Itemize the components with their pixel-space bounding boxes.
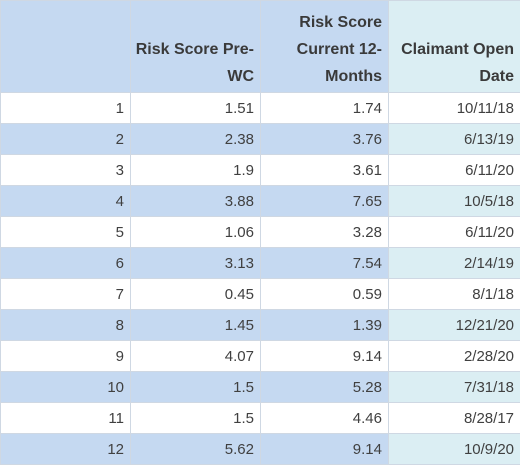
- row-index-cell: 7: [0, 278, 131, 310]
- table-row: 5 1.06 3.28 6/11/20: [0, 216, 520, 248]
- row-index-cell: 2: [0, 123, 131, 155]
- risk-score-pre-wc-cell: 1.06: [130, 216, 261, 248]
- row-index-cell: 3: [0, 154, 131, 186]
- header-index: [0, 0, 131, 93]
- claimant-open-date-cell: 6/11/20: [388, 154, 520, 186]
- row-index-cell: 11: [0, 402, 131, 434]
- risk-score-pre-wc-cell: 1.5: [130, 371, 261, 403]
- table-row: 9 4.07 9.14 2/28/20: [0, 340, 520, 372]
- risk-score-current-cell: 3.28: [260, 216, 389, 248]
- table-row: 1 1.51 1.74 10/11/18: [0, 92, 520, 124]
- table-row: 11 1.5 4.46 8/28/17: [0, 402, 520, 434]
- risk-score-current-cell: 5.28: [260, 371, 389, 403]
- table-row: 8 1.45 1.39 12/21/20: [0, 309, 520, 341]
- header-risk-score-pre-wc: Risk Score Pre-WC: [130, 0, 261, 93]
- row-index-cell: 1: [0, 92, 131, 124]
- risk-score-current-cell: 9.14: [260, 340, 389, 372]
- table-row: 10 1.5 5.28 7/31/18: [0, 371, 520, 403]
- claimant-open-date-cell: 6/13/19: [388, 123, 520, 155]
- table-row: 4 3.88 7.65 10/5/18: [0, 185, 520, 217]
- risk-score-pre-wc-cell: 2.38: [130, 123, 261, 155]
- claimant-open-date-cell: 12/21/20: [388, 309, 520, 341]
- row-index-cell: 12: [0, 433, 131, 465]
- claimant-open-date-cell: 7/31/18: [388, 371, 520, 403]
- risk-score-current-cell: 1.39: [260, 309, 389, 341]
- header-row: Risk Score Pre-WC Risk Score Current 12-…: [0, 0, 520, 93]
- table-row: 12 5.62 9.14 10/9/20: [0, 433, 520, 465]
- risk-score-pre-wc-cell: 4.07: [130, 340, 261, 372]
- claimant-open-date-cell: 8/1/18: [388, 278, 520, 310]
- risk-score-current-cell: 3.61: [260, 154, 389, 186]
- row-index-cell: 8: [0, 309, 131, 341]
- claimant-open-date-cell: 10/11/18: [388, 92, 520, 124]
- risk-score-current-cell: 7.54: [260, 247, 389, 279]
- risk-score-current-cell: 3.76: [260, 123, 389, 155]
- table-row: 6 3.13 7.54 2/14/19: [0, 247, 520, 279]
- risk-score-pre-wc-cell: 0.45: [130, 278, 261, 310]
- row-index-cell: 5: [0, 216, 131, 248]
- header-claimant-open-date: Claimant Open Date: [388, 0, 520, 93]
- row-index-cell: 6: [0, 247, 131, 279]
- row-index-cell: 10: [0, 371, 131, 403]
- claimant-open-date-cell: 6/11/20: [388, 216, 520, 248]
- table-row: 3 1.9 3.61 6/11/20: [0, 154, 520, 186]
- risk-score-current-cell: 0.59: [260, 278, 389, 310]
- claimant-open-date-cell: 2/14/19: [388, 247, 520, 279]
- risk-score-pre-wc-cell: 1.5: [130, 402, 261, 434]
- claimant-open-date-cell: 8/28/17: [388, 402, 520, 434]
- risk-score-current-cell: 4.46: [260, 402, 389, 434]
- row-index-cell: 9: [0, 340, 131, 372]
- risk-score-pre-wc-cell: 5.62: [130, 433, 261, 465]
- risk-score-current-cell: 1.74: [260, 92, 389, 124]
- header-risk-score-current: Risk Score Current 12-Months: [260, 0, 389, 93]
- risk-score-pre-wc-cell: 1.45: [130, 309, 261, 341]
- risk-score-pre-wc-cell: 3.88: [130, 185, 261, 217]
- risk-score-pre-wc-cell: 1.9: [130, 154, 261, 186]
- risk-score-current-cell: 9.14: [260, 433, 389, 465]
- risk-score-current-cell: 7.65: [260, 185, 389, 217]
- claimant-open-date-cell: 10/5/18: [388, 185, 520, 217]
- table-row: 2 2.38 3.76 6/13/19: [0, 123, 520, 155]
- risk-score-pre-wc-cell: 3.13: [130, 247, 261, 279]
- risk-score-pre-wc-cell: 1.51: [130, 92, 261, 124]
- claimant-open-date-cell: 2/28/20: [388, 340, 520, 372]
- claimant-open-date-cell: 10/9/20: [388, 433, 520, 465]
- table-row: 7 0.45 0.59 8/1/18: [0, 278, 520, 310]
- row-index-cell: 4: [0, 185, 131, 217]
